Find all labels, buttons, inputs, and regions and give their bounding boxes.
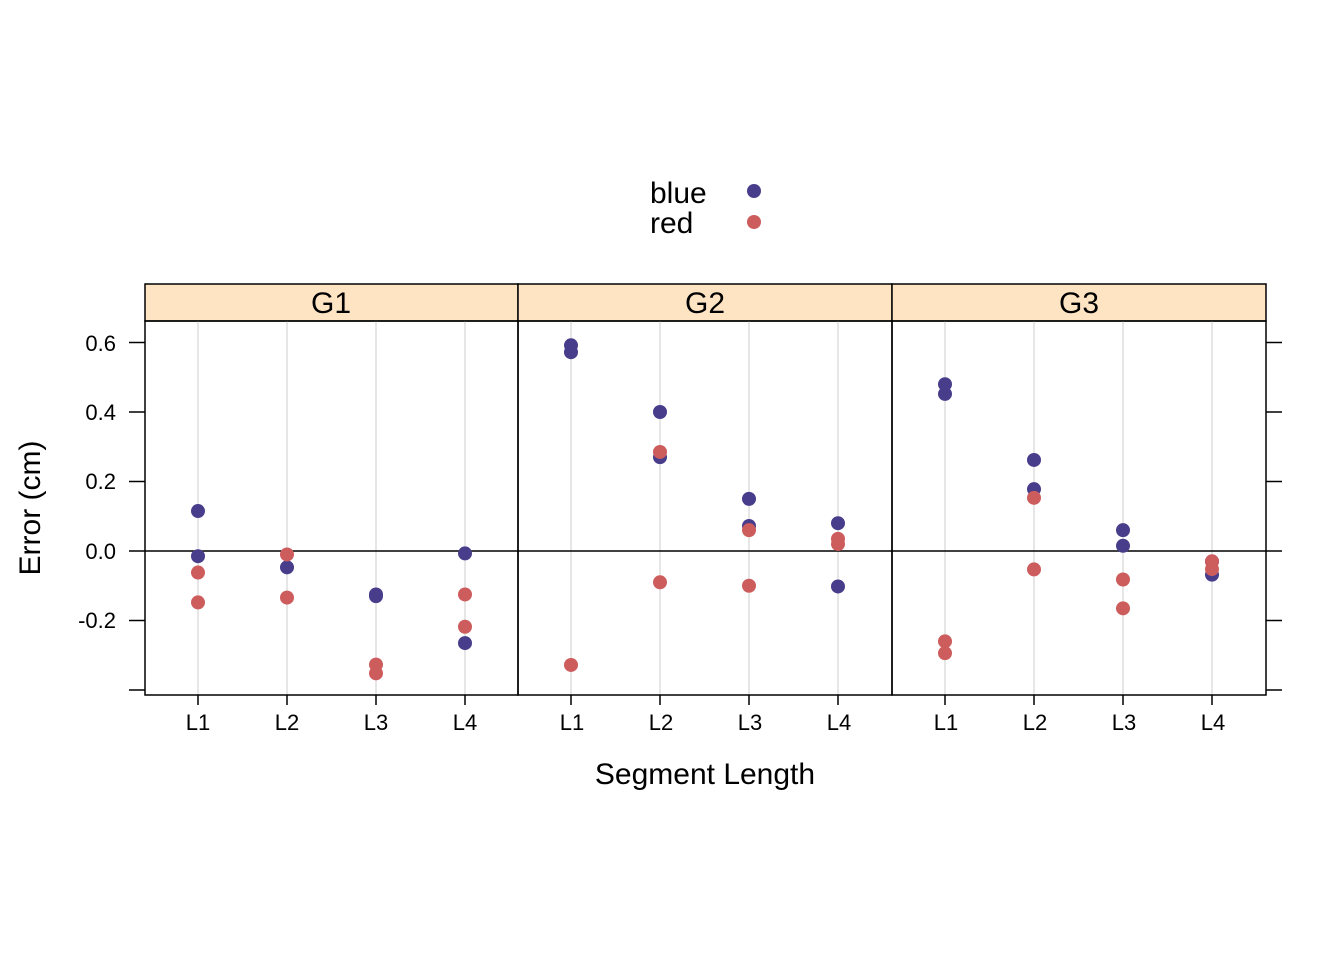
data-point-red	[653, 575, 667, 590]
data-point-red	[1027, 562, 1041, 577]
data-point-red	[742, 523, 756, 538]
strip-labels: G1 G2 G3	[311, 287, 1099, 320]
data-point-blue	[1116, 523, 1130, 538]
x-tick-label: L3	[364, 710, 388, 735]
y-tick-label: -0.2	[78, 608, 116, 633]
x-tick-label: L4	[827, 710, 851, 735]
panel-g2	[517, 320, 893, 696]
legend-label-blue: blue	[650, 177, 707, 210]
x-tick-label: L2	[275, 710, 299, 735]
data-point-red	[1116, 601, 1130, 616]
strip-g3	[891, 283, 1267, 322]
data-point-blue	[938, 386, 952, 401]
data-point-red	[1027, 490, 1041, 505]
data-point-red	[564, 657, 578, 672]
y-tick-label: 0.0	[85, 539, 116, 564]
data-point-red	[831, 537, 845, 552]
y-tick-label: 0.4	[85, 400, 116, 425]
data-point-blue	[369, 589, 383, 604]
data-point-red	[938, 646, 952, 661]
strip-label-g1: G1	[311, 287, 351, 320]
x-tick-label: L1	[560, 710, 584, 735]
data-point-blue	[191, 504, 205, 519]
x-tick-label: L1	[186, 710, 210, 735]
data-point-blue	[1027, 452, 1041, 467]
x-tick-label: L3	[1112, 710, 1136, 735]
data-point-red	[369, 666, 383, 681]
data-point-red	[280, 547, 294, 562]
data-point-blue	[1116, 538, 1130, 553]
legend-label-red: red	[650, 207, 693, 240]
data-point-red	[191, 595, 205, 610]
data-point-red	[191, 565, 205, 580]
x-tick-label: L3	[738, 710, 762, 735]
data-point-blue	[191, 549, 205, 564]
legend-marker-blue	[747, 184, 761, 198]
legend-marker-red	[747, 215, 761, 229]
y-axis: 0.6 0.4 0.2 0.0 -0.2	[78, 331, 116, 633]
x-axis: L1 L2 L3 L4 L1 L2 L3 L4 L1 L2 L3 L4	[186, 710, 1225, 735]
strip-label-g3: G3	[1059, 287, 1099, 320]
data-point-red	[280, 590, 294, 605]
legend: blue red	[650, 177, 761, 240]
data-point-blue	[742, 491, 756, 506]
data-point-red	[653, 444, 667, 459]
strip-label-g2: G2	[685, 287, 725, 320]
data-point-red	[458, 587, 472, 602]
data-point-blue	[458, 636, 472, 651]
data-point-blue	[831, 579, 845, 594]
data-point-blue	[280, 560, 294, 575]
data-point-blue	[938, 377, 952, 392]
x-tick-label: L2	[1023, 710, 1047, 735]
panel-g3	[891, 320, 1267, 696]
data-point-red	[458, 619, 472, 634]
x-tick-label: L2	[649, 710, 673, 735]
data-point-blue	[653, 405, 667, 419]
data-point-blue	[458, 546, 472, 561]
strip-g1	[144, 283, 519, 322]
y-axis-title: Error (cm)	[14, 441, 47, 576]
x-tick-label: L4	[1201, 710, 1225, 735]
x-tick-label: L4	[453, 710, 477, 735]
panels	[129, 283, 1282, 705]
data-point-blue	[831, 516, 845, 531]
x-tick-label: L1	[934, 710, 958, 735]
y-tick-label: 0.6	[85, 331, 116, 356]
y-tick-label: 0.2	[85, 469, 116, 494]
data-point-blue	[564, 345, 578, 360]
data-point-red	[1205, 562, 1219, 577]
data-point-red	[1116, 572, 1130, 587]
x-axis-title: Segment Length	[595, 758, 815, 791]
data-point-red	[938, 634, 952, 649]
data-point-red	[742, 578, 756, 593]
